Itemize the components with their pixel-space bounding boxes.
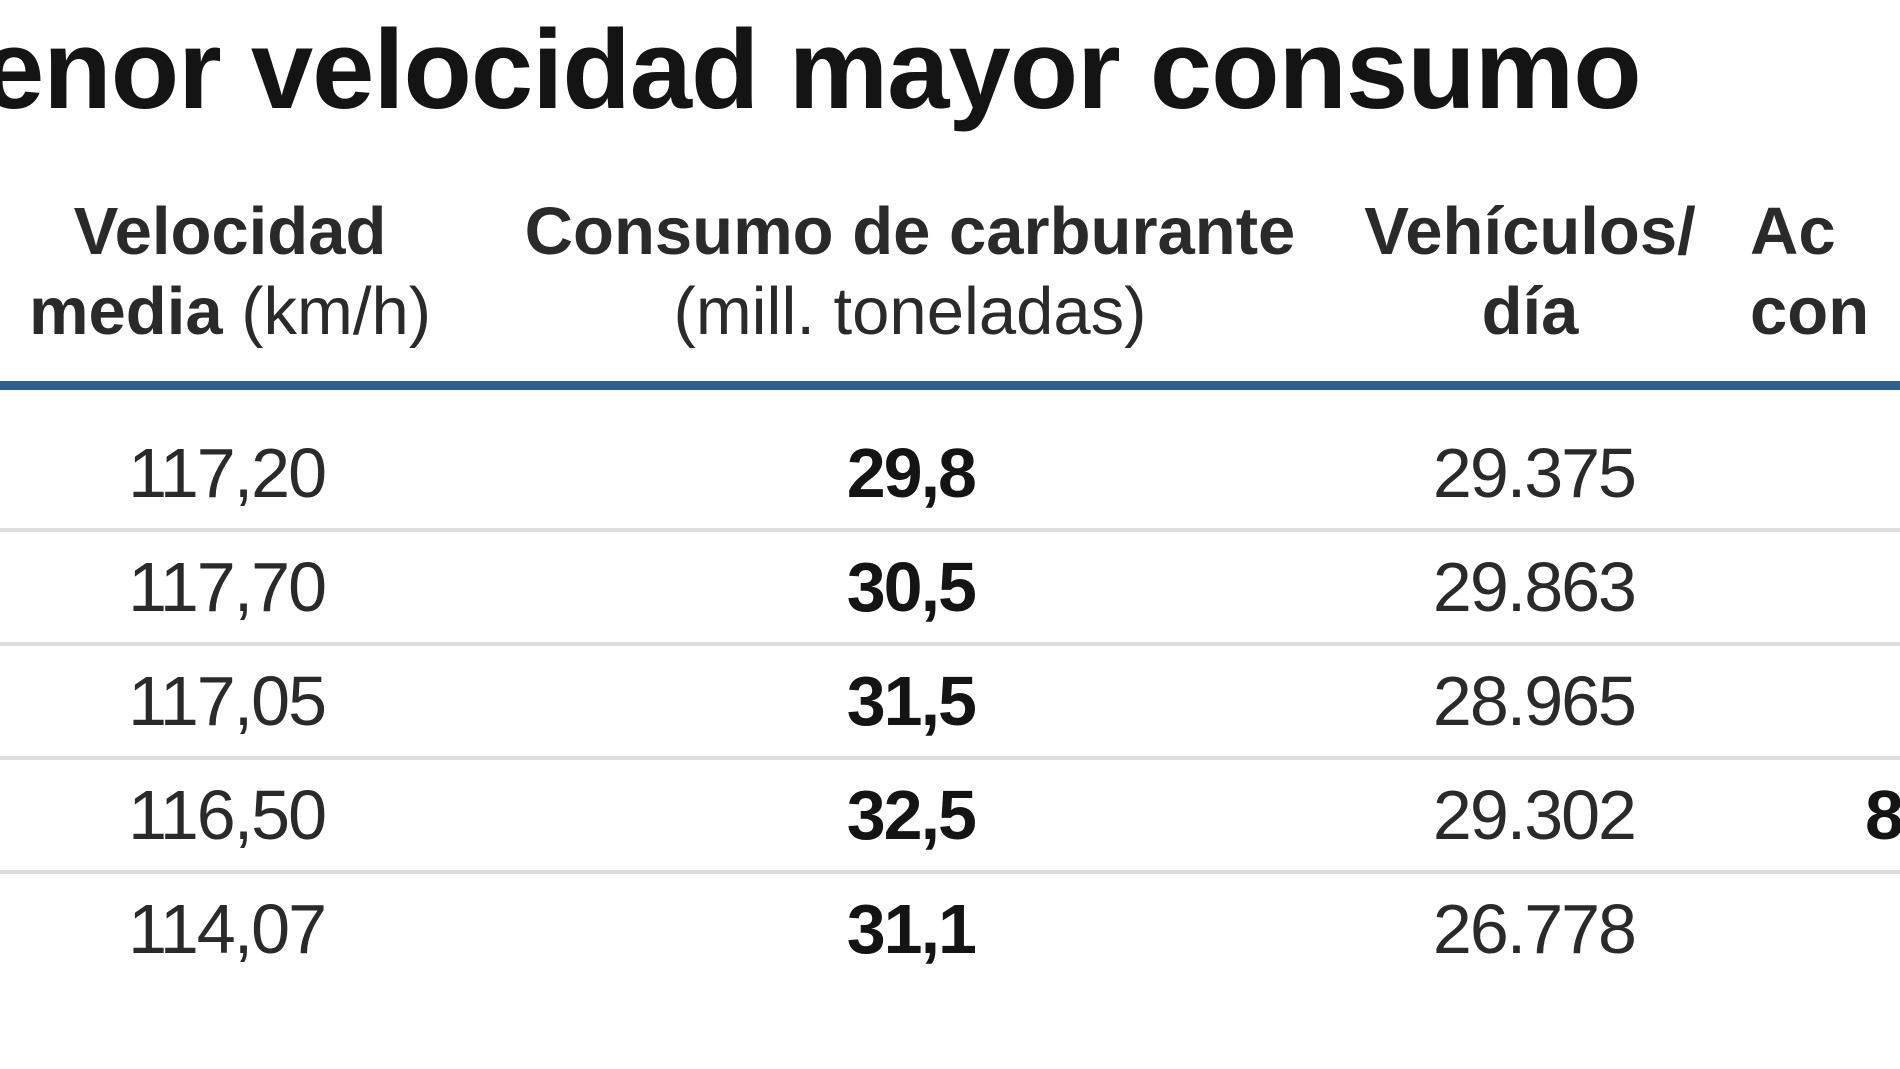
cell-velocidad: 114,07 [128,890,327,968]
cell-acc [1865,644,1900,758]
row-divider [0,642,1900,646]
column-header-velocidad: Velocidad media (km/h) [0,192,460,352]
cell-velocidad: 117,70 [128,548,327,626]
cell-consumo: 31,5 [846,662,977,740]
cell-vehiculos: 29.375 [1432,434,1637,512]
cell-consumo: 30,5 [846,548,977,626]
column-header-velocidad-line2-unit: (km/h) [222,274,432,349]
column-header-vehiculos-line1: Vehículos/ [1364,194,1696,269]
chart-title: enor velocidad mayor consumo [0,7,1642,132]
column-header-consumo-line1: Consumo de carburante [524,194,1296,269]
row-divider [0,870,1900,874]
row-divider [0,756,1900,760]
column-header-acc: Ac con [1750,192,1900,352]
cell-vehiculos: 28.965 [1432,662,1637,740]
cell-acc [1865,872,1900,986]
cell-consumo: 31,1 [846,890,977,968]
column-header-velocidad-line1: Velocidad [73,194,387,269]
header-divider [0,381,1900,390]
cell-acc: 8 [1865,776,1900,854]
cell-acc [1865,530,1900,644]
column-header-vehiculos: Vehículos/ día [1340,192,1720,352]
row-divider [0,528,1900,532]
column-header-vehiculos-line2-bold: día [1481,274,1579,349]
column-header-acc-line1: Ac [1750,194,1836,269]
cell-acc [1865,416,1900,530]
cell-vehiculos: 26.778 [1432,890,1637,968]
column-header-velocidad-line2-bold: media [28,274,223,349]
cell-vehiculos: 29.302 [1432,776,1637,854]
cell-velocidad: 117,05 [128,662,327,740]
cell-vehiculos: 29.863 [1432,548,1637,626]
column-header-acc-line2-bold: con [1750,274,1870,349]
column-header-consumo: Consumo de carburante (mill. toneladas) [510,192,1310,352]
cell-velocidad: 116,50 [128,776,327,854]
cell-consumo: 29,8 [846,434,977,512]
cell-velocidad: 117,20 [128,434,327,512]
cell-consumo: 32,5 [846,776,977,854]
column-header-consumo-line2-unit: (mill. toneladas) [673,274,1147,349]
